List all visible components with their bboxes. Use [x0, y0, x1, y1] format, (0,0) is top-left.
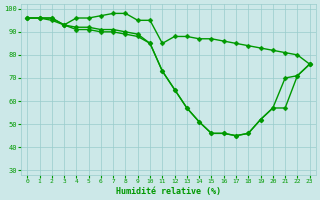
- X-axis label: Humidité relative (%): Humidité relative (%): [116, 187, 221, 196]
